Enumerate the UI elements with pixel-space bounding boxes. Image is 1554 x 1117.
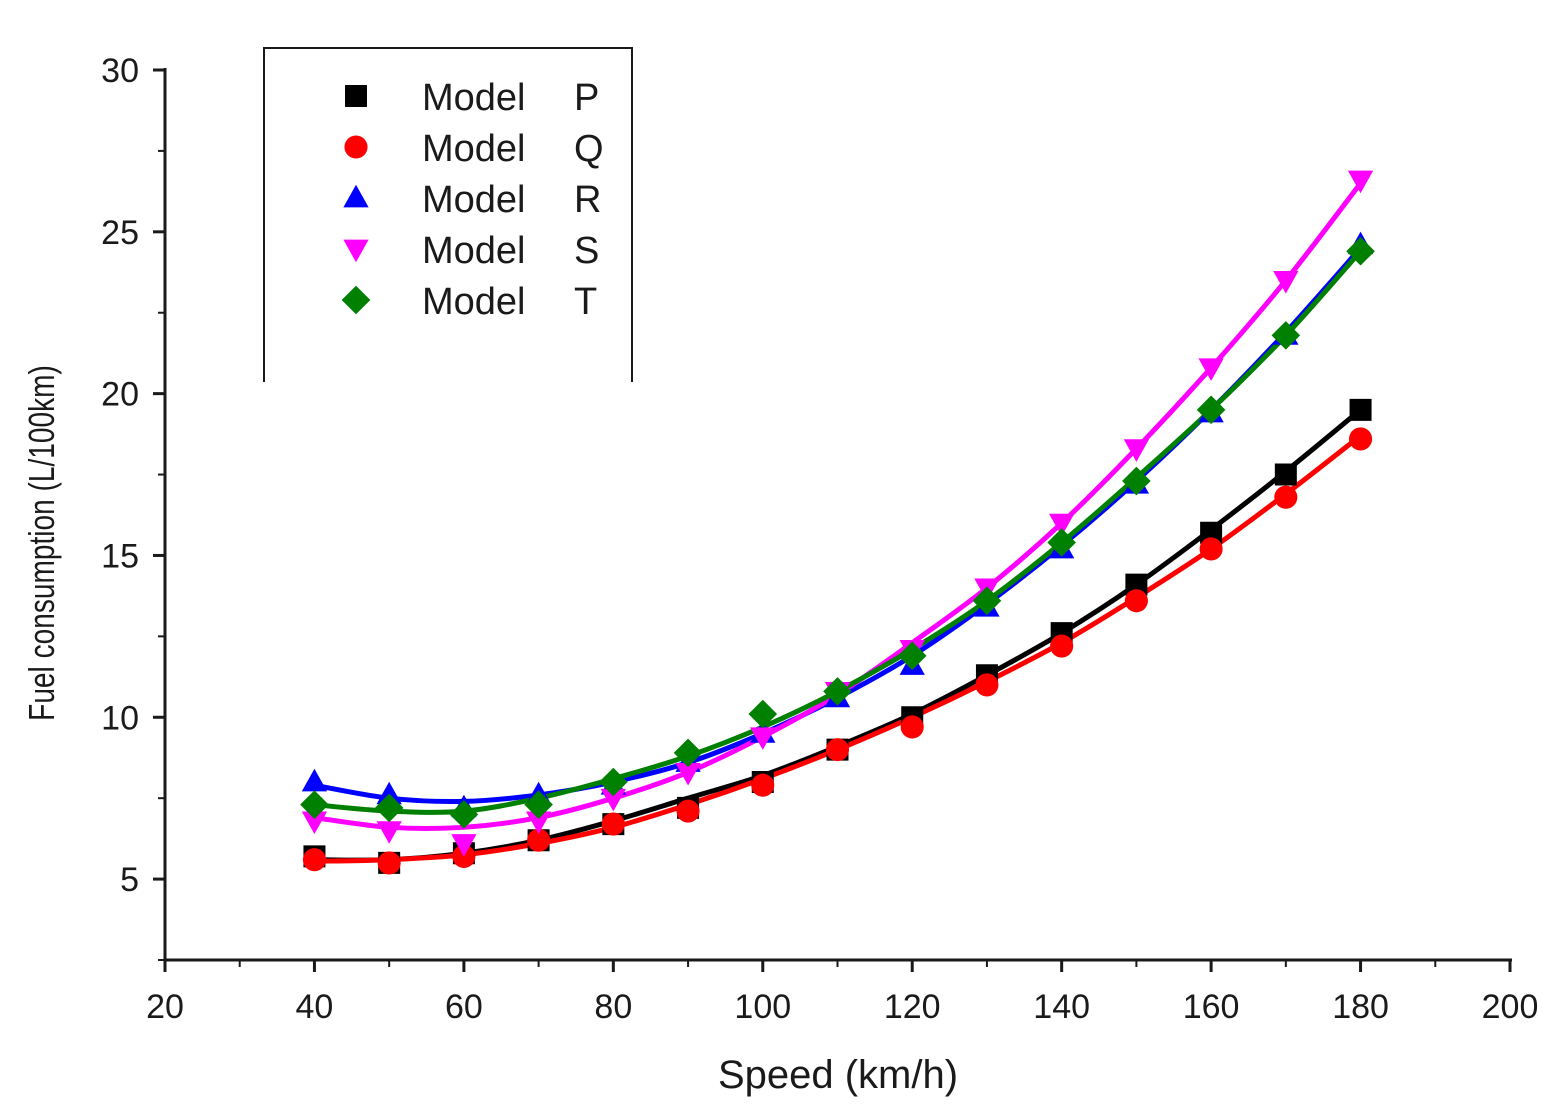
data-point-model-q [1124,589,1148,613]
legend-marker-model-q [344,135,368,159]
data-point-model-p [1125,573,1148,596]
legend-frame [263,47,633,382]
data-point-model-s [525,811,552,835]
data-point-model-q [1050,634,1074,658]
data-point-model-t [449,800,479,829]
legend-label-model-t: Model [422,281,526,323]
legend-label-model-p: Model [422,77,526,119]
x-tick-label: 40 [296,988,334,1026]
data-point-model-t [673,738,703,768]
x-axis-title: Speed (km/h) [718,1053,958,1097]
data-point-model-p [1200,521,1223,544]
data-point-model-t [823,677,852,706]
data-point-model-s [451,834,477,857]
data-point-model-t [300,790,329,819]
data-point-model-t [1271,321,1301,350]
x-tick-label: 180 [1332,988,1389,1026]
data-point-model-t [972,586,1002,616]
data-point-model-t [1196,395,1226,425]
legend-letter-model-t: T [574,281,597,323]
data-point-model-q [676,799,700,823]
data-point-model-p [1349,398,1372,421]
y-tick-label: 30 [101,52,139,90]
data-point-model-t [374,793,404,823]
data-point-model-t [1346,236,1375,266]
data-point-model-s [1347,170,1374,194]
data-point-model-q [1349,427,1373,451]
data-point-model-t [897,641,927,671]
legend-letter-model-r: R [574,179,601,221]
data-point-model-s [600,788,626,812]
data-point-model-t [748,699,778,729]
data-point-model-s [1123,439,1150,462]
legend-letter-model-p: P [574,77,599,119]
data-point-model-t [1122,466,1151,496]
data-point-model-s [301,811,328,835]
x-tick-label: 100 [734,988,791,1026]
data-point-model-s [1273,271,1299,294]
data-point-model-q [1199,537,1223,561]
data-point-model-q [601,812,625,836]
data-point-model-r [301,768,328,792]
data-point-model-s [1198,358,1224,381]
data-point-model-q [975,673,999,697]
legend-marker-model-t [341,285,371,315]
x-tick-label: 140 [1033,988,1090,1026]
data-point-model-q [302,848,326,872]
data-point-model-p [1274,463,1297,486]
x-tick-label: 20 [146,988,184,1026]
x-tick-label: 80 [594,988,632,1026]
data-point-model-s [675,762,701,786]
fit-line-model-q [311,433,1364,864]
data-point-model-r [376,781,402,805]
legend-label-model-r: Model [422,179,526,221]
x-tick-label: 120 [884,988,941,1026]
legend-marker-model-s [343,239,369,263]
data-point-model-q [825,738,850,762]
data-point-model-q [527,828,551,852]
markers [300,170,1375,875]
data-point-model-q [377,851,401,875]
legend-letter-model-s: S [574,230,599,272]
y-tick-label: 15 [101,537,139,575]
data-point-model-q [1274,485,1298,509]
legend-letter-model-q: Q [574,128,604,170]
data-point-model-s [376,821,402,844]
legend-marker-model-r [343,184,369,208]
data-point-model-q [751,773,775,797]
data-point-model-t [599,767,628,797]
x-tick-label: 200 [1482,988,1539,1026]
legend-label-model-s: Model [422,230,526,272]
y-tick-label: 20 [101,376,139,414]
y-tick-label: 10 [101,699,139,737]
legend-label-model-q: Model [422,128,526,170]
x-tick-label: 60 [445,988,483,1026]
y-tick-label: 25 [101,214,139,252]
data-point-model-q [900,715,924,739]
data-point-model-s [750,727,776,750]
legend-marker-model-p [345,85,367,107]
data-point-model-t [524,790,553,819]
x-tick-label: 160 [1183,988,1240,1026]
data-point-model-s [1049,513,1075,537]
ticks: 20 40 60 80 100 120 140 160 180 200 5 10 15 20 25 30 [101,52,1538,1026]
data-point-model-t [1047,528,1076,557]
y-tick-label: 5 [120,861,139,899]
y-axis-title: Fuel consumption (L/100km) [22,365,62,721]
legend: Model P Model Q Model R Model S Model T [263,47,633,382]
